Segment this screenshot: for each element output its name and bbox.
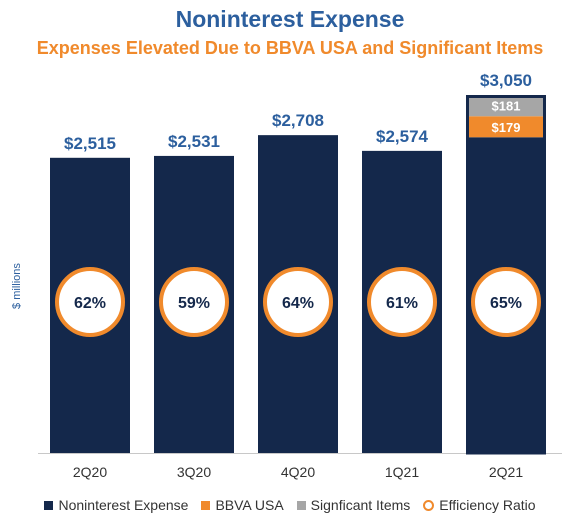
x-tick-label-3Q20: 3Q20 [177,464,211,480]
bar-outline-2Q21 [466,95,546,455]
legend-swatch-significant [296,500,306,510]
bar-chart: $2,515 62% 2Q20 $2,531 59% 3Q20 $2,708 64% 4Q20 $… [38,71,562,480]
legend-item-bbva: BBVA USA [201,497,284,513]
efficiency-ring-3Q20 [159,267,229,337]
legend-swatch-noninterest [44,500,54,510]
efficiency-label-1Q21: 61% [386,295,418,312]
legend-item-significant: Signficant Items [296,497,411,513]
x-tick-label-2Q21: 2Q21 [489,464,523,480]
data-label-bbva-2Q21: $179 [492,120,521,135]
legend-label-significant: Signficant Items [310,497,411,513]
total-label-1Q21: $2,574 [376,127,429,146]
legend-ring-efficiency [423,499,435,511]
efficiency-label-2Q20: 62% [74,295,106,312]
legend-item-noninterest: Noninterest Expense [44,497,188,513]
efficiency-ring-2Q20 [55,267,125,337]
legend-label-noninterest: Noninterest Expense [58,497,189,513]
legend-label-bbva: BBVA USA [215,497,284,513]
legend-item-efficiency: Efficiency Ratio [423,497,536,513]
x-tick-label-4Q20: 4Q20 [281,464,315,480]
efficiency-ring-1Q21 [367,267,437,337]
efficiency-label-3Q20: 59% [178,295,210,312]
x-tick-label-2Q20: 2Q20 [73,464,107,480]
legend-label-efficiency: Efficiency Ratio [439,497,536,513]
x-tick-label-1Q21: 1Q21 [385,464,419,480]
data-label-significant-2Q21: $181 [492,99,521,114]
total-label-3Q20: $2,531 [168,132,220,151]
legend-swatch-bbva [201,500,211,510]
bar-bbva-2Q21 [469,116,543,138]
chart-subtitle: Expenses Elevated Due to BBVA USA and Si… [36,38,544,58]
legend: Noninterest Expense BBVA USA Signficant … [0,497,580,513]
bar-significant-2Q21 [469,95,543,117]
total-label-4Q20: $2,708 [272,111,324,130]
efficiency-ring-4Q20 [263,267,333,337]
efficiency-label-4Q20: 64% [282,295,314,312]
total-label-2Q21: $3,050 [480,71,532,90]
chart-title: Noninterest Expense [175,6,405,32]
efficiency-ring-2Q21 [471,267,541,337]
total-label-2Q20: $2,515 [64,134,116,153]
efficiency-label-2Q21: 65% [490,295,522,312]
